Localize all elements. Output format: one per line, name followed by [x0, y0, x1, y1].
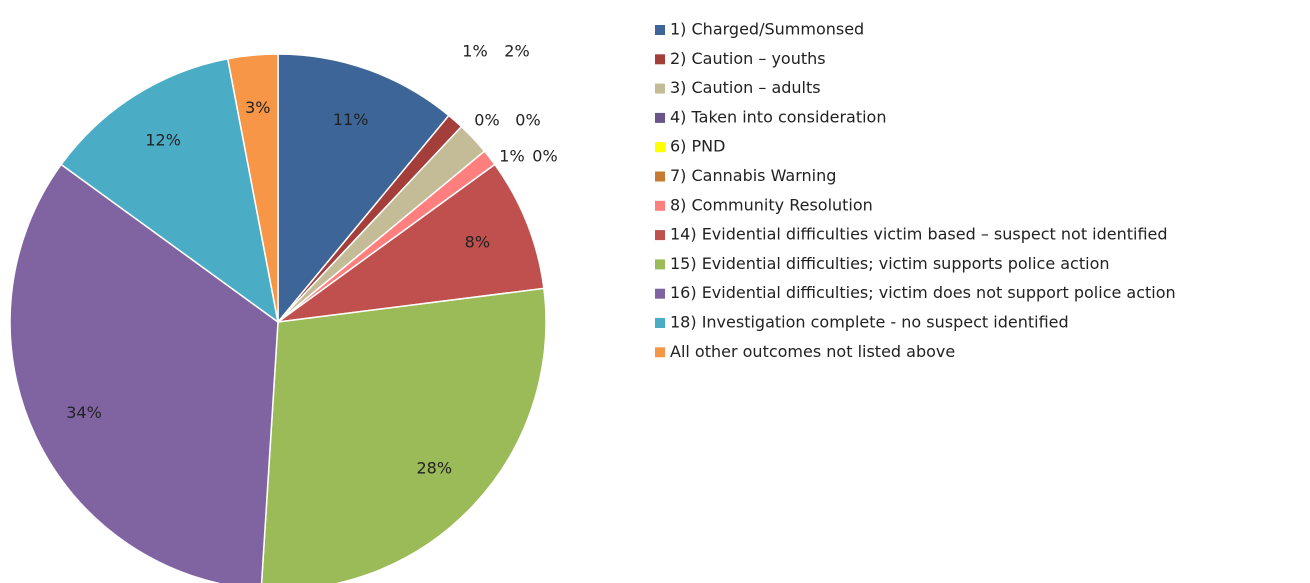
legend-swatch: [655, 83, 665, 94]
data-label: 28%: [417, 458, 453, 477]
data-label: 0%: [532, 147, 557, 166]
legend-label: 1) Charged/Summonsed: [670, 20, 864, 39]
data-label: 8%: [465, 233, 490, 252]
data-label: 3%: [245, 98, 270, 117]
legend-swatch: [655, 288, 665, 299]
legend-label: 18) Investigation complete - no suspect …: [670, 313, 1069, 332]
legend-swatch: [655, 318, 665, 328]
data-label: 11%: [333, 110, 369, 129]
data-label: 2%: [504, 42, 529, 61]
data-label: 1%: [462, 42, 487, 61]
legend-swatch: [655, 230, 665, 241]
legend-swatch: [655, 200, 665, 211]
legend-swatch: [655, 142, 665, 153]
legend-label: 14) Evidential difficulties victim based…: [670, 225, 1168, 244]
legend-label: 16) Evidential difficulties; victim does…: [670, 283, 1176, 302]
pie-slice: [277, 163, 545, 323]
pie-slice: [226, 53, 279, 323]
data-label: 34%: [66, 403, 102, 422]
legend-label: 2) Caution – youths: [670, 49, 826, 68]
legend-label: 4) Taken into consideration: [670, 107, 886, 126]
pie-slice: [60, 57, 280, 324]
pie-slice: [260, 287, 547, 583]
data-label: 0%: [515, 111, 540, 130]
legend-label: 3) Caution – adults: [670, 78, 821, 97]
legend-swatch: [655, 171, 665, 182]
legend-swatch: [655, 112, 665, 123]
legend-label: 7) Cannabis Warning: [670, 166, 836, 185]
legend-label: 6) PND: [670, 137, 725, 156]
legend-swatch: [655, 25, 665, 35]
legend-swatch: [655, 259, 665, 270]
legend-label: All other outcomes not listed above: [670, 342, 955, 361]
pie-slice: [277, 53, 450, 325]
data-label: 1%: [499, 147, 524, 166]
legend-swatch: [655, 347, 665, 358]
pie-slice: [9, 163, 279, 583]
data-label: 12%: [145, 130, 181, 149]
data-label: 0%: [474, 111, 499, 130]
legend-label: 15) Evidential difficulties; victim supp…: [670, 254, 1110, 273]
legend-swatch: [655, 54, 665, 65]
legend-label: 8) Community Resolution: [670, 195, 873, 214]
